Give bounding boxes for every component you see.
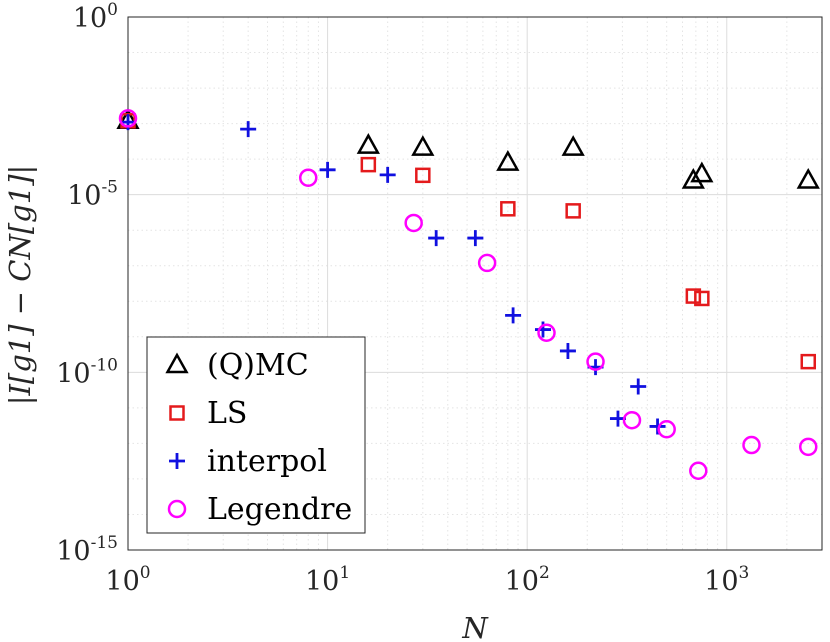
x-tick-labels: 100 101 102 103 [105,563,749,597]
data-point-circle [537,323,556,343]
data-point-circle [404,213,423,233]
data-point-square [685,288,702,304]
data-point-triangle [796,167,820,189]
series-legendre [118,109,818,480]
x-tick-exponent: 2 [539,563,550,583]
y-tick-exponent: -15 [91,533,118,553]
data-point-triangle [681,167,705,189]
y-tick-label: 10-15 [56,533,118,567]
data-point-square [500,201,516,217]
plot-area-border [127,16,823,551]
x-tick-exponent: 1 [339,563,350,583]
x-tick-label: 101 [305,563,350,597]
data-point-circle [477,253,497,273]
data-point-plus [240,121,257,138]
data-point-circle [622,410,642,430]
x-tick-exponent: 0 [140,563,151,583]
x-tick-base: 10 [505,566,539,597]
x-axis-label: N [461,611,489,642]
data-point-circle [657,420,676,439]
y-tick-label: 10-5 [67,178,118,212]
legend-label: (Q)MC [207,348,309,383]
y-tick-base: 10 [56,358,90,389]
data-point-triangle [496,150,520,171]
x-tick-label: 102 [505,563,550,597]
data-point-circle [298,168,318,187]
data-point-square [565,203,581,219]
legend: (Q)MC LS interpol Legendre [146,336,366,534]
data-point-plus [630,378,647,395]
data-point-triangle [561,135,585,156]
data-point-circle [689,461,708,480]
y-axis-label: |I[g1] − CN[g1]| [3,165,37,406]
data-point-plus [467,230,484,247]
legend-label: Legendre [207,492,352,527]
data-point-plus [505,307,522,324]
x-tick-exponent: 3 [739,563,750,583]
legend-marker-plus [169,453,185,469]
x-tick-label: 100 [105,563,150,597]
data-point-circle [799,437,818,457]
data-point-triangle [690,161,714,183]
y-tick-base: 10 [67,181,101,212]
data-point-plus [319,161,336,178]
x-tick-base: 10 [305,566,339,597]
data-point-plus [649,418,666,435]
x-tick-label: 103 [704,563,749,597]
data-point-square [360,156,377,173]
y-tick-label: 100 [73,0,118,34]
data-point-plus [428,230,445,247]
data-point-square [694,290,710,307]
legend-box [146,336,366,534]
x-tick-base: 10 [704,566,738,597]
legend-marker-triangle [165,352,189,374]
y-tick-exponent: 0 [107,0,118,20]
data-point-square [800,353,817,370]
data-point-circle [118,109,138,128]
legend-label: LS [207,396,247,431]
minor-grid [128,17,823,550]
data-point-square [415,167,431,184]
data-point-circle [586,352,605,371]
y-tick-label: 10-10 [56,355,118,389]
data-point-plus [379,166,396,183]
series-interpol [120,114,666,435]
y-tick-base: 10 [56,536,90,567]
legend-marker-circle [167,499,187,519]
legend-label: interpol [207,444,327,479]
legend-marker-square [169,405,185,421]
x-tick-base: 10 [105,566,139,597]
data-point-plus [559,342,576,359]
data-point-triangle [356,133,380,154]
y-tick-base: 10 [73,3,107,34]
data-markers [116,108,820,480]
y-tick-exponent: -10 [91,355,118,375]
data-point-circle [742,435,761,455]
y-tick-exponent: -5 [101,178,118,198]
legend-items: (Q)MC LS interpol Legendre [165,348,352,527]
data-point-triangle [411,135,435,156]
